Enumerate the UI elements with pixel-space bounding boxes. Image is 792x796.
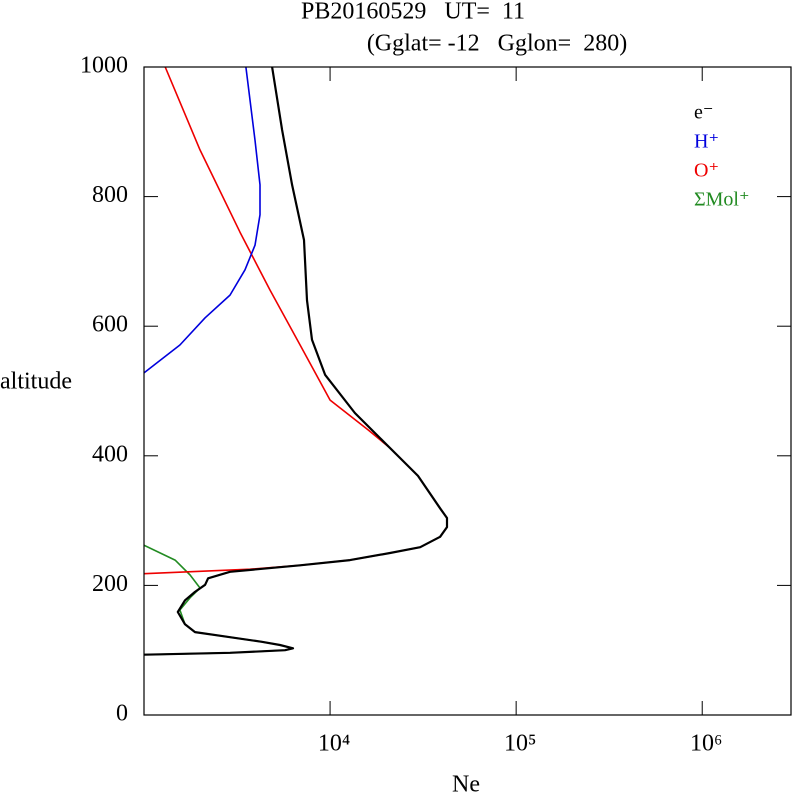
legend-entry: ΣMol⁺: [694, 189, 750, 211]
y-tick-label: 800: [92, 182, 128, 208]
series-line: [144, 544, 294, 656]
plot-lines: [144, 67, 449, 656]
x-axis-label: Ne: [452, 772, 480, 796]
series-line: [144, 67, 261, 374]
plot-frame: [143, 66, 792, 716]
y-tick-label: 400: [92, 441, 128, 467]
y-tick-label: 1000: [80, 53, 128, 79]
y-tick-label: 600: [92, 312, 128, 338]
x-tick-label: 10⁴: [318, 731, 350, 757]
series-line: [144, 67, 449, 656]
y-tick-label: 0: [116, 701, 128, 727]
series-line: [144, 67, 448, 575]
legend-entry: e⁻: [694, 102, 713, 124]
legend-entry: H⁺: [694, 131, 719, 153]
y-axis-label: altitude: [0, 369, 72, 395]
x-tick-label: 10⁶: [690, 731, 722, 757]
x-tick-label: 10⁵: [504, 731, 536, 757]
y-tick-label: 200: [92, 571, 128, 597]
legend-entry: O⁺: [694, 160, 719, 182]
chart-subtitle: (Gglat= -12 Gglon= 280): [367, 31, 627, 57]
chart-title: PB20160529 UT= 11: [301, 0, 525, 25]
